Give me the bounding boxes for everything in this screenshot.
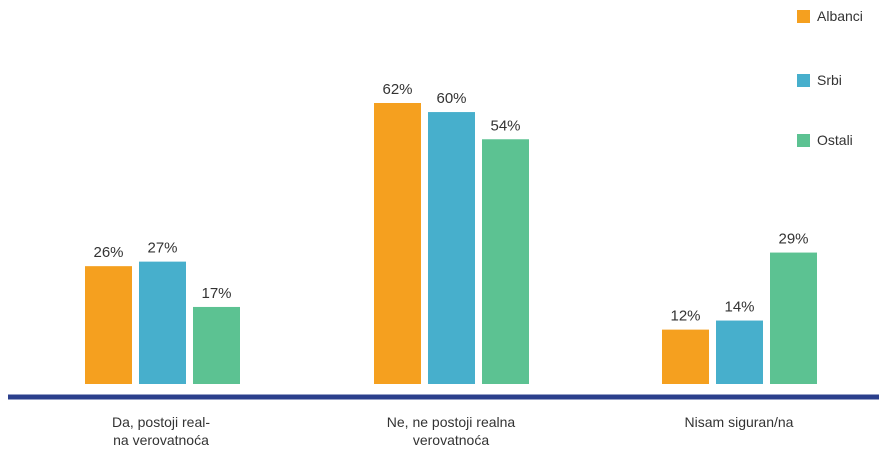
legend-label-srbi: Srbi bbox=[817, 72, 842, 88]
value-label-da-albanci: 26% bbox=[93, 244, 123, 261]
category-label-nisam-line1: Nisam siguran/na bbox=[684, 414, 794, 430]
value-label-ne-ostali: 54% bbox=[490, 117, 520, 134]
bar-da-ostali bbox=[193, 306, 240, 384]
bars-group bbox=[85, 103, 817, 384]
legend-item-ostali: Ostali bbox=[797, 132, 853, 148]
bar-nisam-albanci bbox=[662, 329, 709, 384]
category-label-ne-line1: Ne, ne postoji realna bbox=[386, 414, 516, 430]
value-label-nisam-srbi: 14% bbox=[724, 299, 754, 316]
bar-nisam-ostali bbox=[770, 252, 817, 384]
value-label-da-srbi: 27% bbox=[147, 240, 177, 257]
bar-da-albanci bbox=[85, 266, 132, 384]
bar-ne-albanci bbox=[374, 103, 421, 384]
legend-label-ostali: Ostali bbox=[817, 132, 853, 148]
category-label-da-line2: na verovatnoća bbox=[113, 432, 209, 448]
category-label-ne: Ne, ne postoji realna verovatnoća bbox=[351, 413, 551, 449]
value-labels-group: 26% 27% 17% 62% 60% 54% 12% 14% 29% bbox=[93, 81, 808, 325]
value-label-nisam-albanci: 12% bbox=[670, 308, 700, 325]
category-label-da: Da, postoji real- na verovatnoća bbox=[61, 413, 261, 449]
category-label-nisam: Nisam siguran/na bbox=[639, 413, 839, 431]
value-label-nisam-ostali: 29% bbox=[778, 231, 808, 248]
category-label-ne-line2: verovatnoća bbox=[412, 432, 490, 448]
bar-ne-ostali bbox=[482, 139, 529, 384]
bar-da-srbi bbox=[139, 261, 186, 384]
legend-swatch-srbi bbox=[797, 73, 810, 87]
value-label-da-ostali: 17% bbox=[201, 285, 231, 302]
legend-item-srbi: Srbi bbox=[797, 72, 842, 88]
legend-label-albanci: Albanci bbox=[817, 8, 863, 24]
category-label-da-line1: Da, postoji real- bbox=[111, 414, 211, 430]
legend-swatch-ostali bbox=[797, 133, 810, 147]
bar-ne-srbi bbox=[428, 112, 475, 384]
value-label-ne-albanci: 62% bbox=[382, 81, 412, 98]
value-label-ne-srbi: 60% bbox=[436, 90, 466, 107]
bar-nisam-srbi bbox=[716, 320, 763, 384]
legend-item-albanci: Albanci bbox=[797, 8, 863, 24]
legend-swatch-albanci bbox=[797, 9, 810, 23]
